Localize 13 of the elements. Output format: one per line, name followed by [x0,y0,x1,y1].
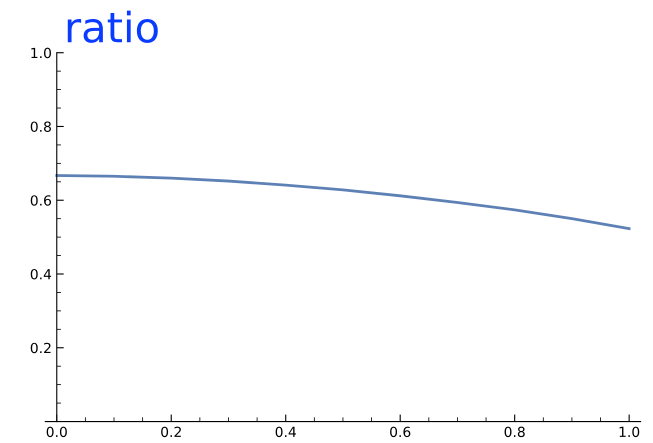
x-tick-label: 1.0 [620,426,640,438]
line-series [55,174,631,230]
y-tick-label: 0.8 [30,121,51,132]
x-tick-label: 0.6 [390,426,410,438]
x-tick-label: 0.8 [504,426,525,438]
y-tick-label: 0.4 [30,268,52,280]
chart-title: ratio [68,10,158,43]
x-tick-label: 0.2 [161,426,181,438]
x-tick-label: 0.0 [46,426,67,438]
y-tick-label: 0.2 [30,342,51,354]
x-tick-label: 0.4 [276,426,296,438]
y-tick-label: 1.0 [31,48,51,58]
y-tick-label: 0.6 [30,195,52,206]
